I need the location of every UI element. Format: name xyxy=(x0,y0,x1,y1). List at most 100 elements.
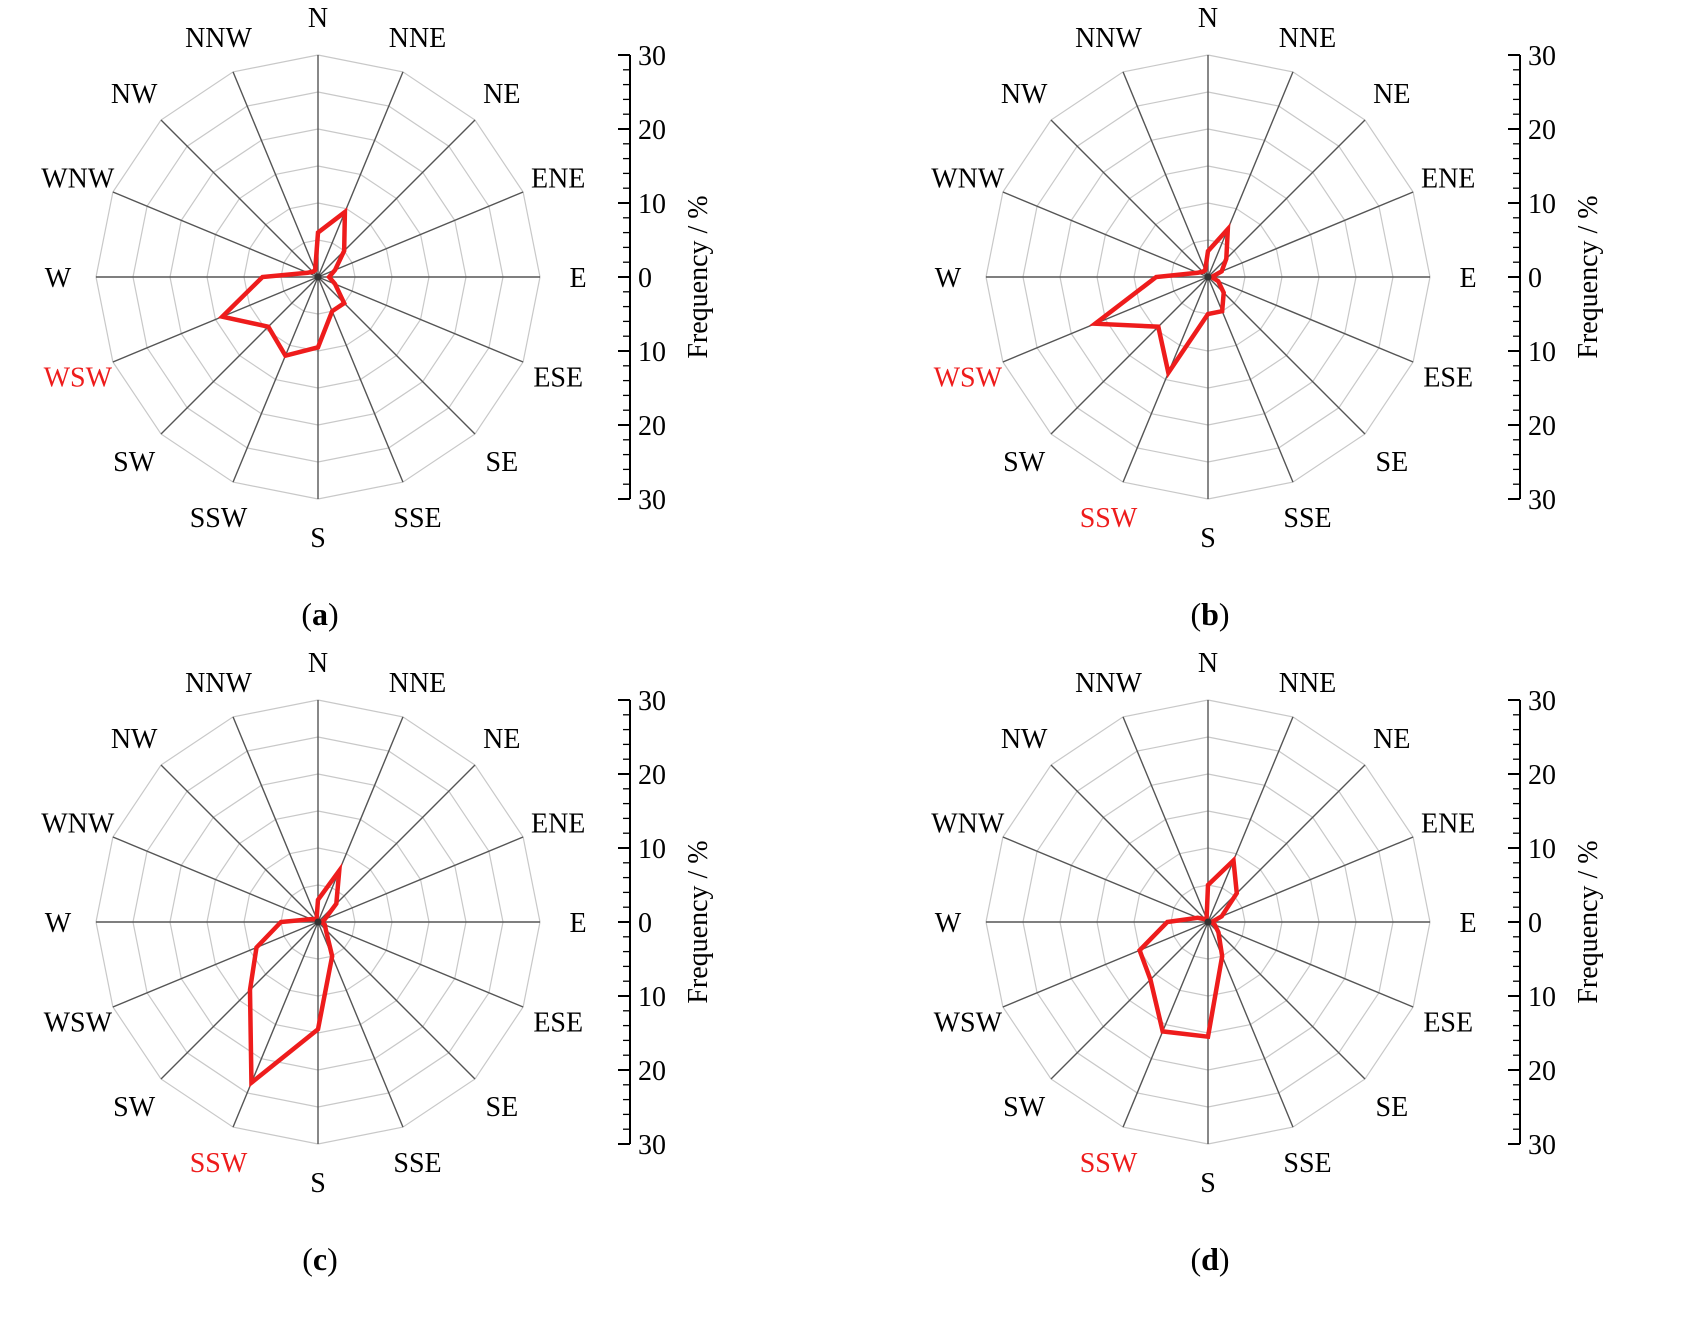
axis-title: Frequency / % xyxy=(1573,840,1604,1003)
tick-label: 10 xyxy=(638,982,666,1013)
direction-label-nnw: NNW xyxy=(185,23,252,54)
frequency-axis: 30 20 10 0 10 20 30 Frequency / % xyxy=(618,41,714,516)
direction-label-ssw: SSW xyxy=(1080,503,1138,534)
direction-label-ne: NE xyxy=(483,724,520,755)
spoke-ene xyxy=(317,191,524,278)
spoke-wsw xyxy=(112,921,319,1008)
direction-label-sw: SW xyxy=(113,447,156,478)
tick-label: 0 xyxy=(638,263,652,294)
direction-label-sse: SSE xyxy=(1283,1148,1331,1179)
direction-label-ne: NE xyxy=(1373,724,1410,755)
direction-label-n: N xyxy=(1198,3,1218,34)
spoke-ene xyxy=(1207,191,1414,278)
direction-label-w: W xyxy=(935,908,962,939)
tick-label: 10 xyxy=(638,834,666,865)
panel-a: N NNE NE ENE E ESE SE SSE S SSW SW WSW W WNW NW NNW 30 20… xyxy=(0,0,800,640)
direction-label-sw: SW xyxy=(1003,447,1046,478)
spoke-nne xyxy=(317,71,404,278)
direction-label-sw: SW xyxy=(113,1092,156,1123)
direction-label-ene: ENE xyxy=(1421,809,1475,840)
tick-label: 30 xyxy=(1528,1130,1556,1161)
spoke-wnw xyxy=(1002,191,1209,278)
spoke-nne xyxy=(317,716,404,923)
frequency-axis: 30 20 10 0 10 20 30 Frequency / % xyxy=(1508,41,1604,516)
direction-label-se: SE xyxy=(1376,1092,1409,1123)
direction-label-s: S xyxy=(310,523,326,554)
direction-label-wnw: WNW xyxy=(931,809,1005,840)
direction-label-e: E xyxy=(569,263,586,294)
spoke-ssw xyxy=(1122,276,1209,483)
direction-label-sse: SSE xyxy=(393,503,441,534)
center-hub xyxy=(314,918,322,926)
spoke-sw xyxy=(160,276,319,435)
tick-label: 0 xyxy=(1528,908,1542,939)
spoke-wsw xyxy=(112,276,319,363)
spoke-ssw xyxy=(232,921,319,1128)
center-hub xyxy=(1204,273,1212,281)
axis-title: Frequency / % xyxy=(683,195,714,358)
tick-label: 10 xyxy=(1528,982,1556,1013)
direction-label-n: N xyxy=(308,3,328,34)
direction-label-sse: SSE xyxy=(393,1148,441,1179)
spoke-nne xyxy=(1207,71,1294,278)
direction-label-ssw: SSW xyxy=(190,1148,248,1179)
tick-label: 10 xyxy=(1528,337,1556,368)
direction-label-nw: NW xyxy=(1001,724,1048,755)
direction-label-sw: SW xyxy=(1003,1092,1046,1123)
spoke-wnw xyxy=(112,191,319,278)
spoke-nnw xyxy=(232,71,319,278)
spoke-ese xyxy=(1207,921,1414,1008)
direction-label-e: E xyxy=(569,908,586,939)
panel-caption: (c) xyxy=(302,1241,338,1277)
spoke-nne xyxy=(1207,716,1294,923)
spoke-wnw xyxy=(1002,836,1209,923)
series-polygon xyxy=(217,207,348,359)
spoke-wnw xyxy=(112,836,319,923)
axis-title: Frequency / % xyxy=(1573,195,1604,358)
direction-label-ese: ESE xyxy=(1423,1008,1473,1039)
direction-label-w: W xyxy=(45,908,72,939)
direction-label-ssw: SSW xyxy=(1080,1148,1138,1179)
direction-label-nnw: NNW xyxy=(1075,23,1142,54)
spoke-sw xyxy=(1050,921,1209,1080)
direction-label-wsw: WSW xyxy=(934,1008,1003,1039)
spoke-wsw xyxy=(1002,921,1209,1008)
spoke-sse xyxy=(317,276,404,483)
direction-label-ne: NE xyxy=(1373,79,1410,110)
tick-label: 30 xyxy=(1528,686,1556,717)
direction-label-nne: NNE xyxy=(389,668,447,699)
tick-label: 10 xyxy=(1528,189,1556,220)
tick-label: 20 xyxy=(1528,1056,1556,1087)
spoke-se xyxy=(1207,921,1366,1080)
wind-rose-d: N NNE NE ENE E ESE SE SSE S SSW SW WSW W WNW NW NNW 30 20… xyxy=(931,648,1604,1277)
direction-label-nne: NNE xyxy=(389,23,447,54)
tick-label: 30 xyxy=(1528,485,1556,516)
spokes xyxy=(96,55,540,499)
panel-caption: (d) xyxy=(1190,1241,1229,1277)
direction-label-ene: ENE xyxy=(531,809,585,840)
spoke-se xyxy=(317,921,476,1080)
tick-label: 10 xyxy=(638,189,666,220)
tick-label: 30 xyxy=(1528,41,1556,72)
direction-label-s: S xyxy=(310,1168,326,1199)
direction-label-ne: NE xyxy=(483,79,520,110)
tick-label: 30 xyxy=(638,1130,666,1161)
spoke-nw xyxy=(160,764,319,923)
direction-label-nne: NNE xyxy=(1279,668,1337,699)
spoke-ese xyxy=(1207,276,1414,363)
direction-label-w: W xyxy=(935,263,962,294)
spoke-nw xyxy=(1050,764,1209,923)
panel-b: N NNE NE ENE E ESE SE SSE S SSW SW WSW W WNW NW NNW 30 20… xyxy=(890,0,1690,640)
direction-label-n: N xyxy=(308,648,328,679)
center-hub xyxy=(314,273,322,281)
direction-label-nw: NW xyxy=(111,724,158,755)
tick-label: 20 xyxy=(1528,411,1556,442)
spoke-wsw xyxy=(1002,276,1209,363)
direction-label-nw: NW xyxy=(111,79,158,110)
direction-label-wsw: WSW xyxy=(44,363,113,394)
tick-label: 10 xyxy=(1528,834,1556,865)
direction-label-wnw: WNW xyxy=(41,809,115,840)
direction-label-nnw: NNW xyxy=(1075,668,1142,699)
tick-label: 20 xyxy=(1528,115,1556,146)
